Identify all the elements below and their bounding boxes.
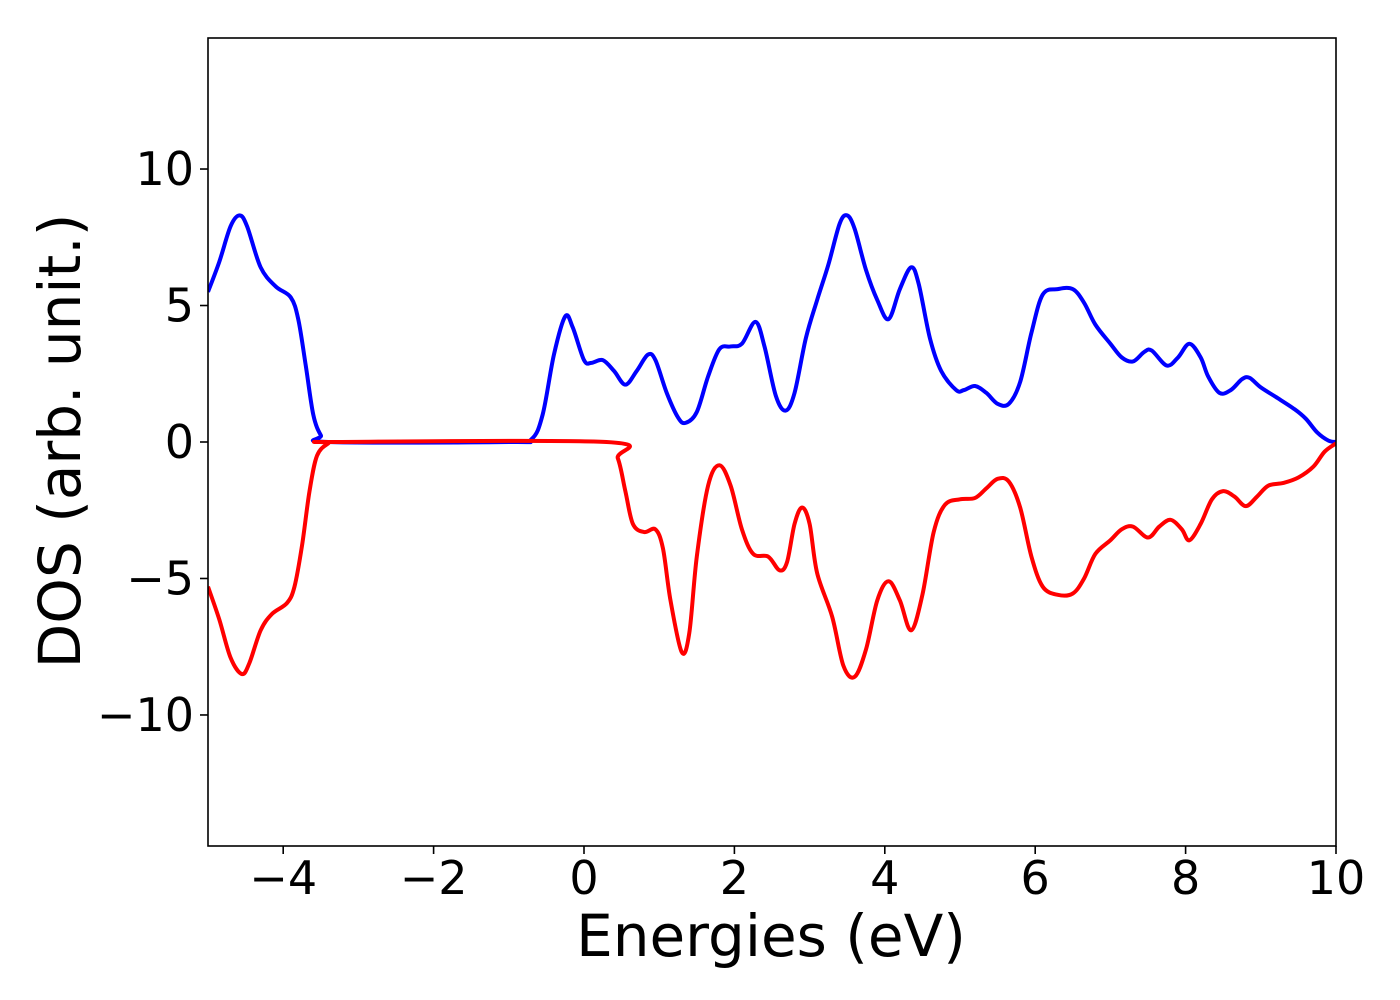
x-tick-label: 0 [569,851,598,905]
y-tick-label: 10 [135,142,194,196]
series-line-2 [208,438,1336,680]
x-axis: −4 −2 0 2 4 6 8 10 [249,846,1365,905]
y-tick-label: 0 [165,415,194,469]
x-tick-label: −4 [249,851,317,905]
x-tick-label: −2 [400,851,468,905]
x-axis-label: Energies (eV) [576,902,966,970]
y-tick-label: 5 [165,279,194,333]
x-tick-label: 6 [1021,851,1050,905]
y-tick-label: −5 [126,551,194,605]
y-axis-label: DOS (arb. unit.) [26,214,94,669]
x-tick-label: 10 [1307,851,1366,905]
y-tick-label: −10 [97,688,194,742]
series-layer [208,213,1336,680]
x-tick-label: 4 [870,851,899,905]
x-tick-label: 8 [1171,851,1200,905]
y-axis: 10 5 0 −5 −10 [97,142,208,742]
x-tick-label: 2 [720,851,749,905]
series-line-1 [208,213,1336,445]
